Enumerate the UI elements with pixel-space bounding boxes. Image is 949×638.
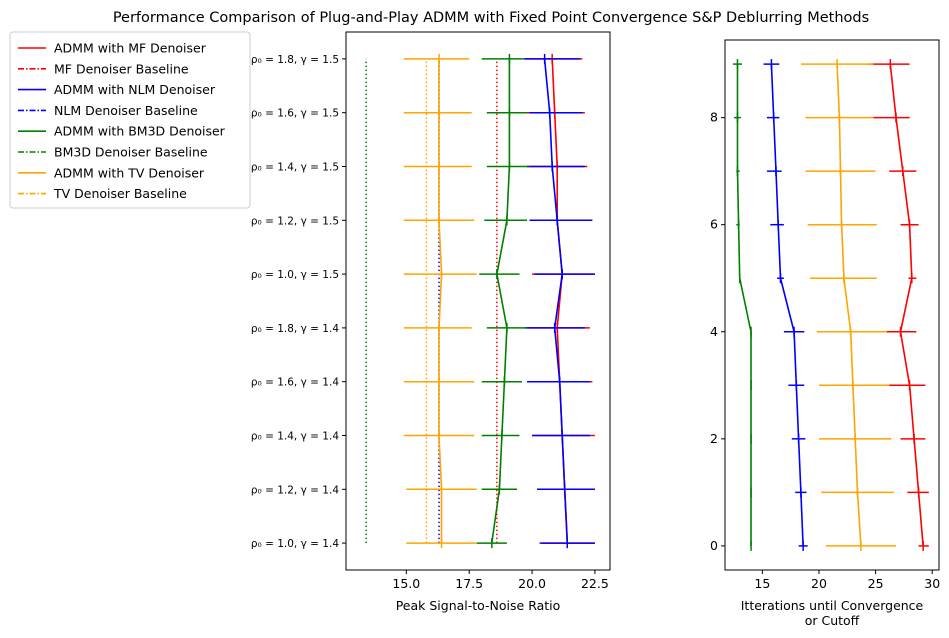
p1-ytick-label-7: ρ₀ = 1.4, γ = 1.5: [251, 162, 339, 174]
p2-ytick-label-0: 0: [710, 538, 718, 553]
legend-label-1: MF Denoiser Baseline: [54, 61, 189, 76]
iterations-panel: 15 20 25 30 0 2 4 6 8 Itterations until Converg…: [710, 39, 940, 628]
p2-xtick-label-2: 25: [868, 576, 884, 591]
p1-ytick-label-8: ρ₀ = 1.6, γ = 1.5: [251, 108, 339, 120]
chart-title: Performance Comparison of Plug-and-Play …: [113, 10, 869, 26]
iterations-x-axis-label: Itterations until Convergence or Cutoff: [741, 598, 924, 628]
p1-ytick-label-3: ρ₀ = 1.6, γ = 1.4: [251, 377, 339, 389]
p2-xtick-label-3: 30: [924, 576, 940, 591]
iterations-axes-frame: [724, 39, 940, 571]
legend-label-3: NLM Denoiser Baseline: [54, 103, 198, 118]
p2-ytick-label-1: 2: [710, 431, 718, 446]
legend-label-5: BM3D Denoiser Baseline: [54, 145, 208, 160]
p1-ytick-label-1: ρ₀ = 1.2, γ = 1.4: [251, 484, 339, 496]
psnr-x-axis-label: Peak Signal-to-Noise Ratio: [396, 598, 561, 613]
legend-frame: [9, 31, 251, 209]
psnr-axes-frame: [345, 31, 611, 571]
p1-xtick-label-1: 17.5: [455, 576, 483, 591]
p1-ytick-label-4: ρ₀ = 1.8, γ = 1.4: [251, 323, 339, 335]
p1-xtick-label-2: 20.0: [518, 576, 546, 591]
p1-series-nlm: [543, 58, 569, 544]
p2-series-mf: [889, 64, 924, 546]
legend: ADMM with MF Denoiser MF Denoiser Baselin…: [9, 31, 251, 209]
p1-ytick-label-2: ρ₀ = 1.4, γ = 1.4: [251, 431, 339, 443]
legend-label-0: ADMM with MF Denoiser: [54, 41, 207, 56]
legend-label-2: ADMM with NLM Denoiser: [54, 82, 216, 97]
p2-series-tv: [836, 64, 862, 546]
p1-ytick-label-0: ρ₀ = 1.0, γ = 1.4: [251, 538, 339, 550]
p2-ytick-label-2: 4: [710, 324, 718, 339]
p1-xtick-label-3: 22.5: [581, 576, 609, 591]
p1-xtick-label-0: 15.0: [392, 576, 420, 591]
p1-ytick-label-9: ρ₀ = 1.8, γ = 1.5: [251, 54, 339, 66]
p2-ytick-label-3: 6: [710, 217, 718, 232]
legend-label-6: ADMM with TV Denoiser: [54, 165, 205, 180]
p1-ytick-label-6: ρ₀ = 1.2, γ = 1.5: [251, 215, 339, 227]
p1-series-mf: [551, 58, 569, 544]
p2-xtick-label-1: 20: [811, 576, 827, 591]
p1-ytick-label-5: ρ₀ = 1.0, γ = 1.5: [251, 269, 339, 281]
p2-series-bm3d: [736, 64, 752, 546]
p2-ytick-label-4: 8: [710, 110, 718, 125]
p2-xtick-label-0: 15: [754, 576, 770, 591]
p1-series-bm3d: [491, 58, 511, 544]
legend-label-4: ADMM with BM3D Denoiser: [54, 124, 226, 139]
psnr-panel: 15.0 17.5 20.0 22.5 ρ₀ = 1.0, γ = 1.4 ρ₀ = 1…: [251, 31, 611, 613]
p1-series-tv: [438, 58, 443, 544]
legend-label-7: TV Denoiser Baseline: [53, 186, 187, 201]
p2-series-nlm: [770, 64, 804, 546]
